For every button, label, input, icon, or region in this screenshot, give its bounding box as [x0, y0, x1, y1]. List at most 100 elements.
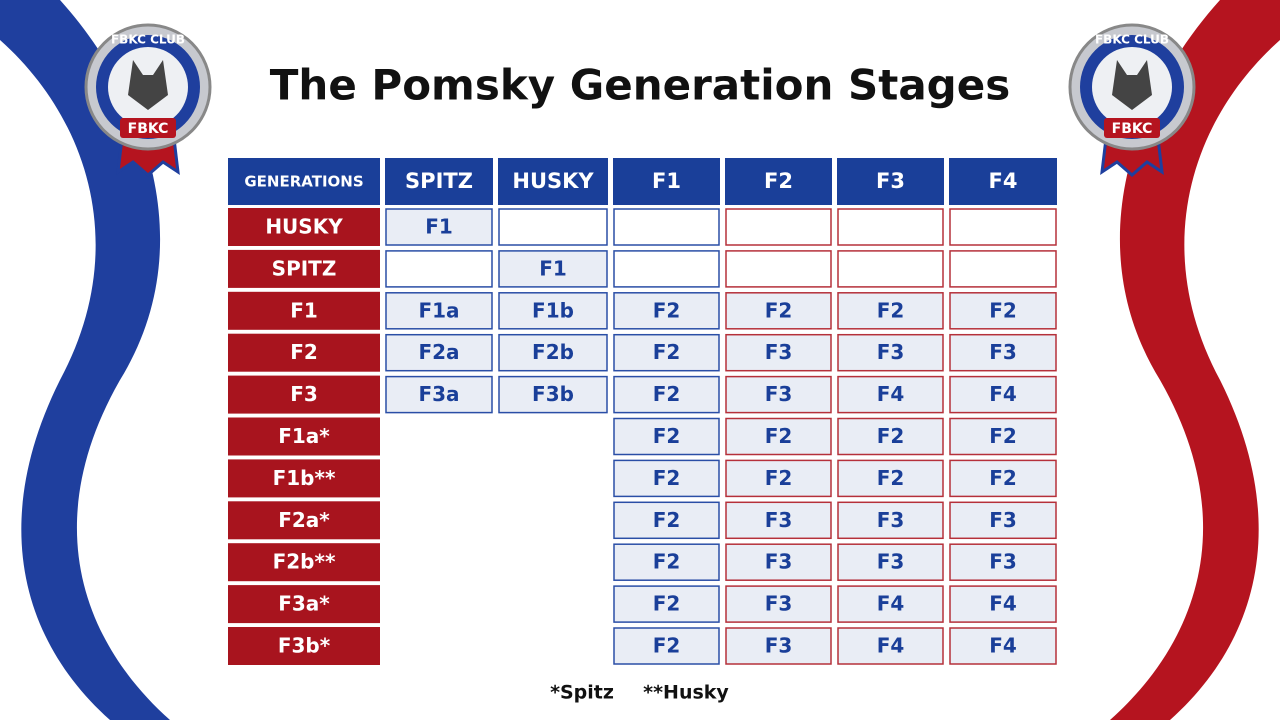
cell	[837, 208, 944, 246]
cell-text: F3	[877, 340, 905, 364]
cell	[725, 585, 832, 623]
row-header-cell	[228, 333, 380, 372]
cell	[837, 333, 944, 372]
cell-text: F2	[765, 424, 793, 448]
cell-text: F2	[653, 298, 681, 322]
cell	[385, 250, 493, 288]
row-header-cell	[228, 249, 380, 288]
cell-text: F2a	[418, 340, 459, 364]
cell-text: F2	[989, 466, 1017, 490]
row-header-cell	[228, 459, 380, 498]
cell	[613, 417, 720, 456]
cell	[837, 250, 944, 288]
footnote: *Spitz	[550, 682, 614, 704]
cell-text: F2b	[532, 340, 574, 364]
cell	[949, 250, 1057, 288]
cell-text: F4	[877, 592, 905, 616]
cell	[613, 292, 720, 330]
row-header: F3a*	[278, 592, 330, 616]
row-header: F1b**	[273, 466, 336, 490]
cell	[949, 208, 1057, 246]
cell	[613, 543, 720, 581]
column-header-cell	[837, 158, 944, 205]
cell-text: F2	[877, 466, 905, 490]
cell	[385, 292, 493, 330]
cell	[949, 501, 1057, 540]
column-header: F1	[652, 169, 681, 193]
row-header-cell	[228, 291, 380, 330]
cell	[837, 585, 944, 623]
cell-text: F3	[765, 592, 793, 616]
column-header: GENERATIONS	[244, 173, 363, 191]
cell-text: F2	[765, 298, 793, 322]
cell	[725, 543, 832, 581]
cell-text: F3	[765, 340, 793, 364]
husky-icon	[1112, 60, 1152, 110]
cell-text: F2	[877, 298, 905, 322]
cell-text: F3b	[532, 382, 574, 406]
row-header-cell	[228, 627, 380, 665]
cell	[949, 417, 1057, 456]
cell	[837, 292, 944, 330]
badges: FBKC CLUB FBKC FBKC CLUB FBKC	[84, 23, 1196, 177]
cell-text: F2	[877, 424, 905, 448]
row-header-cell	[228, 585, 380, 624]
cell	[613, 375, 720, 414]
cell-text: F2	[653, 592, 681, 616]
badge-text: FBKC	[1112, 121, 1153, 137]
cell	[949, 292, 1057, 330]
cell-text: F3	[765, 508, 793, 532]
row-header-cell	[228, 543, 380, 582]
cell-text: F3	[877, 550, 905, 574]
cell	[725, 333, 832, 372]
cell	[725, 375, 832, 414]
cell-text: F3	[989, 508, 1017, 532]
cell	[837, 501, 944, 540]
row-header: F3	[290, 382, 318, 406]
badge-text: FBKC CLUB	[111, 33, 185, 47]
row-header-cell	[228, 375, 380, 414]
cell-text: F2	[653, 634, 681, 658]
cell	[498, 292, 608, 330]
cell-text: F4	[877, 382, 905, 406]
cell	[725, 292, 832, 330]
cell-text: F2	[653, 382, 681, 406]
cell-text: F3	[765, 382, 793, 406]
cell	[498, 375, 608, 414]
cell	[837, 375, 944, 414]
row-header-cell	[228, 501, 380, 540]
cell	[613, 627, 720, 665]
cell-text: F2	[989, 298, 1017, 322]
badge-text: FBKC CLUB	[1095, 33, 1169, 47]
cell-text: F4	[877, 634, 905, 658]
cell	[949, 375, 1057, 414]
cell	[385, 208, 493, 246]
cell	[613, 250, 720, 288]
cell-text: F3	[765, 550, 793, 574]
cell	[498, 208, 608, 246]
row-header: F2a*	[278, 508, 330, 532]
cell	[498, 333, 608, 372]
cell	[837, 417, 944, 456]
cell	[498, 250, 608, 288]
blue-ribbon	[0, 0, 170, 720]
cell-text: F2	[653, 340, 681, 364]
cell	[725, 627, 832, 665]
generation-table: GENERATIONS SPITZ HUSKY F1 F2 F3 F4 HUSKY F1 SPIT…	[228, 158, 1057, 665]
cell-text: F4	[989, 592, 1017, 616]
cell	[949, 585, 1057, 623]
cell	[837, 459, 944, 498]
column-header: HUSKY	[512, 169, 594, 193]
cell	[725, 459, 832, 498]
cell	[949, 333, 1057, 372]
cell-text: F2	[653, 550, 681, 574]
cell	[949, 543, 1057, 581]
cell	[613, 333, 720, 372]
cell-text: F3	[877, 508, 905, 532]
badge-banner	[1104, 118, 1160, 138]
badge: FBKC CLUB FBKC	[84, 23, 212, 177]
badge-banner	[120, 118, 176, 138]
cell-text: F3	[989, 340, 1017, 364]
cell-text: F2	[989, 424, 1017, 448]
cell-text: F3a	[418, 382, 459, 406]
